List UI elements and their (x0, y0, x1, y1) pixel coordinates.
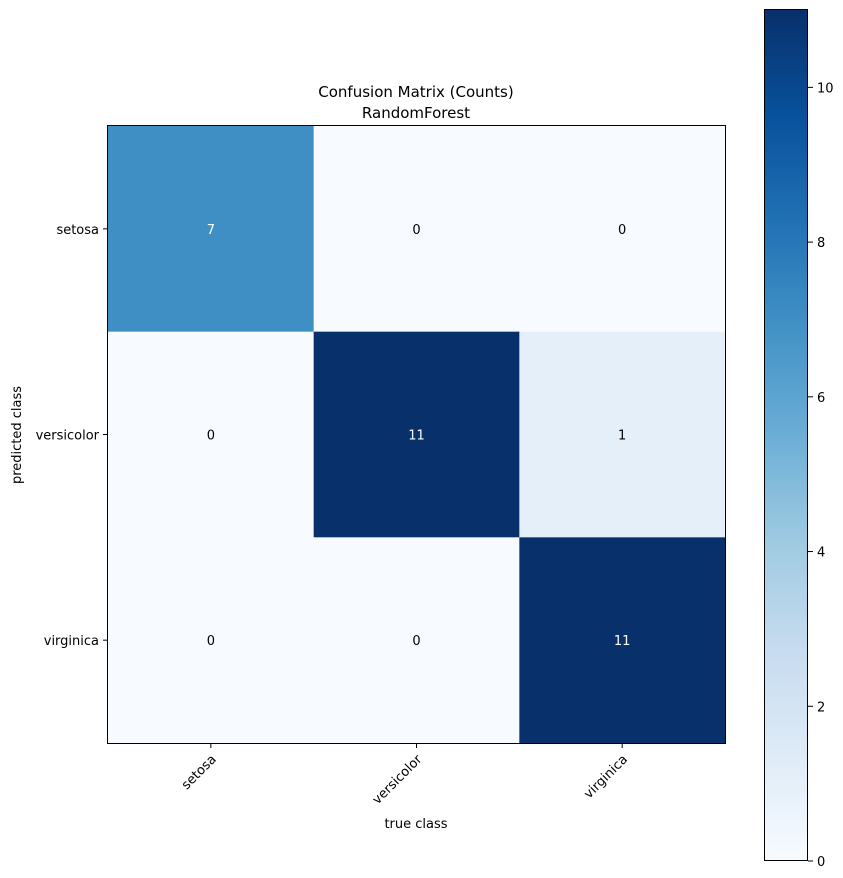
heatmap-cell (313, 331, 520, 538)
cell-value-label: 1 (618, 429, 626, 444)
heatmap-cell (313, 126, 520, 333)
chart-subtitle: RandomForest (362, 104, 470, 122)
cell-value-label: 11 (408, 429, 425, 444)
cell-value-label: 11 (614, 634, 631, 649)
colorbar-tick-label: 2 (817, 700, 825, 715)
heatmap-cell (108, 331, 315, 538)
heatmap-cell (519, 126, 726, 333)
colorbar-tick-label: 4 (817, 546, 825, 561)
heatmap-cell (313, 537, 520, 744)
colorbar-tick-label: 6 (817, 391, 825, 406)
heatmap-cell (108, 537, 315, 744)
heatmap-cell (108, 126, 315, 333)
y-tick-label: virginica (44, 634, 99, 649)
cell-value-label: 7 (207, 223, 215, 238)
x-tick-label: setosa (179, 752, 220, 793)
y-axis-label: predicted class (10, 386, 25, 484)
colorbar: 0 2 4 6 8 10 (764, 9, 834, 870)
cell-value-label: 0 (412, 223, 420, 238)
cell-value-label: 0 (207, 634, 215, 649)
x-axis-ticks: setosa versicolor virginica (179, 743, 631, 808)
x-tick-label: versicolor (370, 752, 426, 808)
colorbar-tick-label: 8 (817, 236, 825, 251)
chart-title: Confusion Matrix (Counts) (318, 83, 513, 101)
x-axis-label: true class (384, 817, 447, 832)
y-tick-label: setosa (56, 223, 99, 238)
cell-value-label: 0 (412, 634, 420, 649)
heatmap-cell (519, 331, 726, 538)
heatmap-cell (519, 537, 726, 744)
heatmap-cells: 7 0 00 11 10 0 11 (108, 126, 726, 744)
colorbar-ticks: 0 2 4 6 8 10 (808, 81, 834, 870)
cell-value-label: 0 (618, 223, 626, 238)
cell-value-label: 0 (207, 429, 215, 444)
y-tick-label: versicolor (36, 429, 100, 444)
colorbar-tick-label: 10 (817, 81, 834, 96)
colorbar-tick-label: 0 (817, 855, 825, 870)
colorbar-gradient (764, 9, 808, 861)
x-tick-label: virginica (581, 752, 631, 802)
y-axis-ticks: setosa versicolor virginica (36, 223, 108, 649)
